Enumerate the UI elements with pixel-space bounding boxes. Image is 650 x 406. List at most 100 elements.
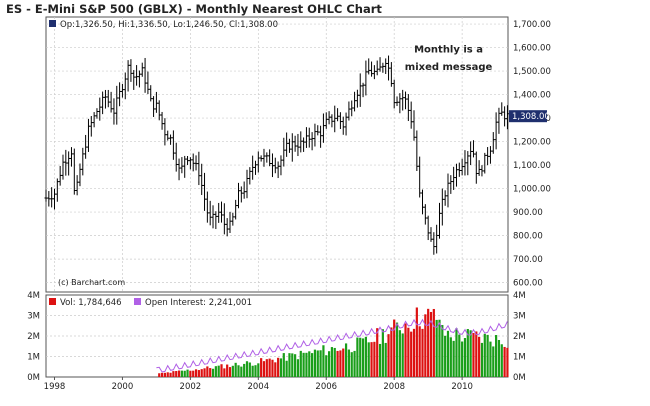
volume-bar: [206, 366, 209, 377]
volume-bar: [469, 330, 472, 377]
volume-bar: [455, 328, 458, 377]
volume-bar: [466, 329, 469, 377]
volume-bar: [177, 370, 181, 377]
volume-bar: [308, 351, 311, 377]
vol-y-tick-right: 2M: [513, 332, 526, 342]
volume-bar: [384, 342, 387, 377]
volume-bar: [231, 365, 234, 377]
volume-bar: [489, 341, 492, 377]
vol-legend-swatch: [49, 298, 56, 305]
volume-bar: [319, 350, 322, 377]
volume-bar: [410, 331, 413, 377]
volume-bar: [175, 371, 178, 377]
volume-bar: [367, 342, 370, 377]
volume-bar: [251, 365, 254, 377]
volume-bar: [209, 368, 212, 377]
volume-bar: [339, 350, 342, 377]
volume-bar: [492, 346, 495, 377]
volume-bar: [333, 347, 336, 377]
volume-bar: [248, 362, 251, 377]
chart-title: ES - E-Mini S&P 500 (GBLX) - Monthly Nea…: [6, 2, 382, 16]
vol-y-tick-right: 4M: [513, 291, 526, 301]
volume-bar: [305, 352, 308, 377]
volume-bar: [393, 319, 396, 377]
volume-bar: [378, 343, 382, 377]
open-interest-line: [156, 318, 508, 373]
oi-legend-label: Open Interest: 2,241,001: [145, 298, 252, 308]
volume-bar: [240, 366, 243, 377]
x-tick-label: 2006: [315, 382, 337, 392]
volume-bar: [373, 341, 376, 377]
y-tick-label: 1,600.00: [513, 44, 551, 54]
y-tick-label: 1,500.00: [513, 67, 551, 77]
y-tick-label: 1,000.00: [513, 185, 551, 195]
volume-bar: [265, 359, 268, 377]
annotation-line-1: Monthly is a: [414, 44, 483, 55]
volume-bar: [166, 372, 169, 377]
volume-bar: [444, 335, 447, 377]
vol-y-tick-left: 4M: [27, 291, 40, 301]
volume-bar: [427, 308, 430, 377]
volume-bar: [322, 345, 325, 377]
volume-bar: [506, 347, 509, 377]
volume-bar: [245, 361, 249, 377]
volume-bar: [353, 350, 356, 377]
vol-y-tick-left: 0M: [27, 373, 40, 383]
volume-bar: [262, 361, 266, 377]
volume-bar: [203, 368, 206, 377]
volume-bar: [432, 308, 435, 377]
volume-bar: [486, 334, 489, 377]
volume-bar: [361, 338, 365, 377]
vol-y-tick-right: 3M: [513, 312, 526, 322]
x-tick-label: 2004: [247, 382, 269, 392]
volume-bar: [415, 307, 418, 377]
y-tick-label: 1,200.00: [513, 138, 551, 148]
volume-bar: [330, 347, 334, 377]
y-tick-label: 800.00: [513, 232, 543, 242]
volume-bar: [279, 358, 283, 377]
price-panel: [45, 16, 509, 293]
volume-bar: [461, 341, 464, 377]
volume-bar: [211, 368, 215, 377]
volume-bar: [296, 359, 300, 377]
volume-bar: [325, 355, 328, 377]
volume-bar: [160, 372, 164, 377]
x-tick-label: 1998: [44, 382, 66, 392]
volume-bar: [359, 337, 362, 377]
volume-bar: [370, 342, 373, 377]
volume-bar: [463, 338, 467, 377]
volume-bar: [435, 319, 438, 377]
volume-bar: [497, 339, 501, 377]
volume-bar: [438, 319, 441, 377]
volume-bar: [257, 363, 260, 377]
volume-bar: [412, 328, 416, 377]
y-tick-label: 1,400.00: [513, 91, 551, 101]
volume-bar: [327, 351, 331, 377]
volume-bar: [503, 346, 506, 377]
x-tick-label: 2002: [180, 382, 202, 392]
volume-bar: [424, 314, 427, 377]
volume-bar: [495, 335, 498, 377]
volume-bar: [274, 362, 277, 377]
volume-bar: [401, 333, 404, 377]
vol-legend-label: Vol: 1,784,646: [60, 298, 122, 308]
copyright-text: (c) Barchart.com: [58, 278, 125, 287]
volume-bar: [180, 370, 183, 377]
volume-bar: [350, 352, 353, 377]
y-tick-label: 700.00: [513, 255, 543, 265]
vol-y-tick-left: 2M: [27, 332, 40, 342]
volume-bar: [347, 349, 351, 377]
volume-bar: [395, 322, 399, 377]
volume-bar: [398, 330, 401, 377]
volume-bar: [342, 348, 345, 377]
vol-y-tick-left: 3M: [27, 312, 40, 322]
volume-bar: [234, 362, 237, 377]
volume-bar: [186, 369, 189, 377]
volume-bar: [429, 311, 433, 377]
volume-bar: [356, 337, 359, 377]
volume-bar: [421, 328, 424, 377]
volume-bar: [387, 334, 390, 377]
volume-bar: [271, 359, 274, 377]
volume-bar: [441, 325, 444, 377]
volume-bar: [390, 327, 393, 377]
